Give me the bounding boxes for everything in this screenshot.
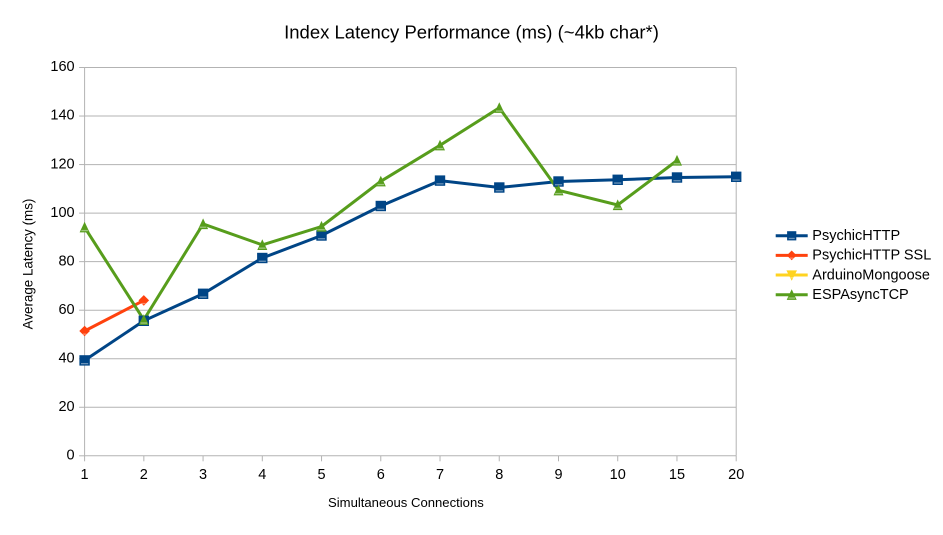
svg-text:140: 140 (50, 108, 74, 124)
svg-text:10: 10 (610, 467, 626, 483)
svg-text:Average Latency (ms): Average Latency (ms) (21, 199, 36, 330)
svg-text:PsychicHTTP SSL: PsychicHTTP SSL (812, 248, 931, 264)
svg-text:100: 100 (50, 205, 74, 221)
svg-text:8: 8 (495, 467, 503, 483)
svg-text:PsychicHTTP: PsychicHTTP (812, 228, 900, 244)
svg-text:7: 7 (436, 467, 444, 483)
svg-text:160: 160 (50, 59, 74, 75)
svg-text:Simultaneous Connections: Simultaneous Connections (328, 495, 484, 510)
svg-text:0: 0 (67, 448, 75, 464)
svg-text:120: 120 (50, 156, 74, 172)
svg-text:ESPAsyncTCP: ESPAsyncTCP (812, 287, 908, 303)
svg-text:1: 1 (81, 467, 89, 483)
svg-text:15: 15 (669, 467, 685, 483)
svg-text:60: 60 (58, 302, 74, 318)
svg-text:40: 40 (58, 350, 74, 366)
svg-text:Index Latency Performance (ms): Index Latency Performance (ms) (~4kb cha… (284, 22, 659, 43)
svg-text:20: 20 (728, 467, 744, 483)
svg-text:2: 2 (140, 467, 148, 483)
svg-text:6: 6 (377, 467, 385, 483)
svg-text:4: 4 (258, 467, 266, 483)
svg-text:80: 80 (58, 253, 74, 269)
svg-text:9: 9 (554, 467, 562, 483)
svg-text:20: 20 (58, 399, 74, 415)
svg-text:ArduinoMongoose: ArduinoMongoose (812, 267, 930, 283)
svg-text:3: 3 (199, 467, 207, 483)
svg-text:5: 5 (317, 467, 325, 483)
